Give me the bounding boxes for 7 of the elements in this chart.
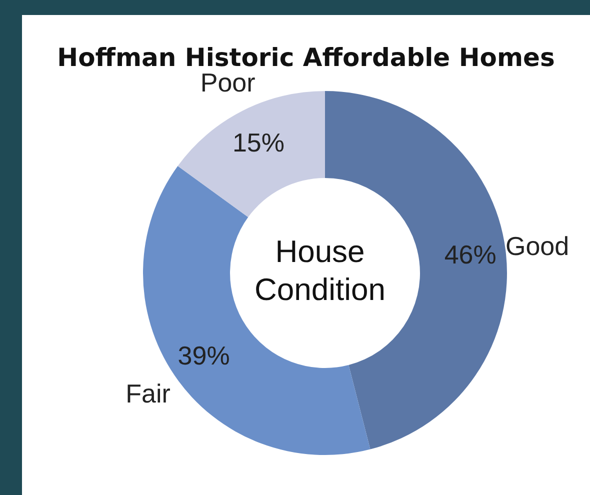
data-label: 39%	[178, 340, 230, 370]
text: House Condition	[254, 234, 386, 307]
donut-slice	[178, 91, 325, 218]
slice-label: Good	[506, 231, 570, 262]
data-label: 46%	[444, 240, 496, 270]
slice-label: Fair	[126, 378, 171, 408]
data-label: 15%	[232, 127, 285, 158]
